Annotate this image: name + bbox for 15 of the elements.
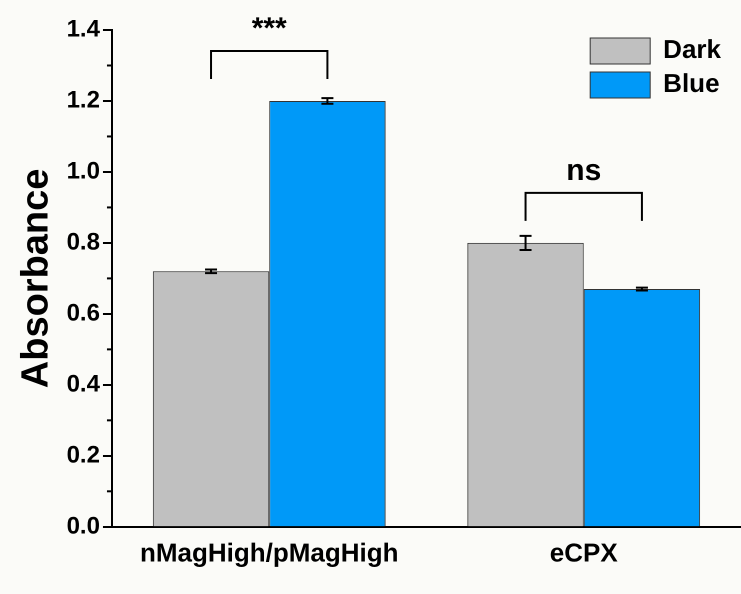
y-tick-label: 1.0 bbox=[66, 158, 100, 185]
y-tick-label: 0.2 bbox=[66, 441, 100, 468]
legend-label: Dark bbox=[663, 34, 722, 64]
x-tick-label: eCPX bbox=[550, 538, 618, 568]
annotation: ns bbox=[566, 154, 602, 188]
y-tick-label: 1.2 bbox=[66, 86, 100, 114]
y-tick-label: 0.8 bbox=[66, 228, 100, 256]
y-axis-title: Absorbance bbox=[14, 168, 56, 388]
y-tick-label: 0.6 bbox=[66, 300, 100, 327]
legend-label: Blue bbox=[663, 68, 720, 98]
y-tick-label: 0.0 bbox=[66, 512, 100, 540]
y-tick-label: 0.4 bbox=[66, 370, 101, 398]
y-tick-label: 1.4 bbox=[66, 16, 101, 43]
annotation: *** bbox=[252, 12, 288, 46]
x-tick-label: nMagHigh/pMagHigh bbox=[140, 538, 398, 568]
